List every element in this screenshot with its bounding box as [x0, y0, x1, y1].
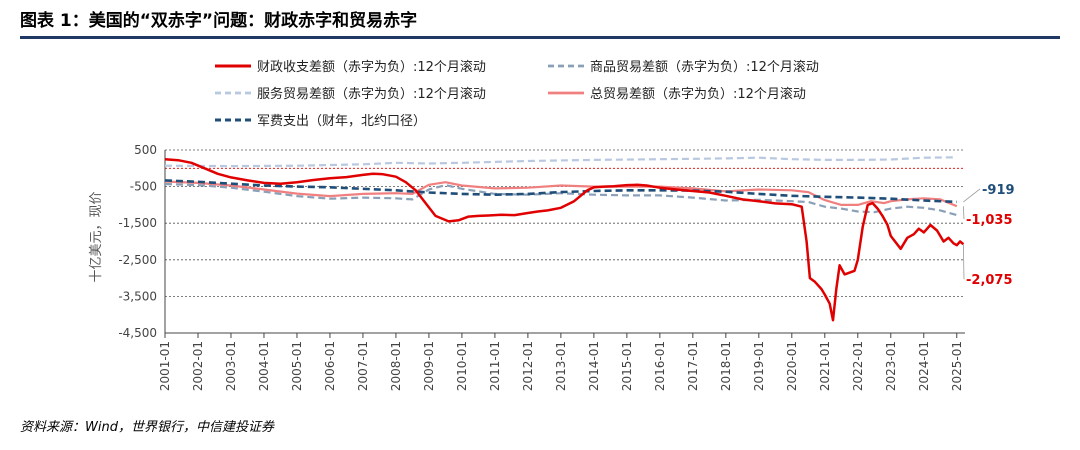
x-tick-label: 2015-01 — [620, 341, 634, 391]
x-tick-label: 2008-01 — [389, 341, 403, 391]
series-line — [164, 157, 965, 322]
x-tick-label: 2018-01 — [719, 341, 733, 391]
x-tick-label: 2017-01 — [686, 341, 700, 391]
y-tick-label: -2,500 — [118, 253, 157, 267]
y-tick-label: 500 — [134, 143, 157, 157]
legend-label: 商品贸易差额（赤字为负）:12个月滚动 — [590, 59, 819, 75]
x-tick-label: 2024-01 — [917, 341, 931, 391]
title-divider — [20, 36, 1060, 39]
gridlines — [165, 149, 965, 334]
x-tick-label: 2001-01 — [158, 341, 172, 391]
x-tick-label: 2013-01 — [554, 341, 568, 391]
chart-title: 图表 1：美国的“双赤字”问题：财政赤字和贸易赤字 — [20, 11, 418, 31]
x-tick-label: 2019-01 — [752, 341, 766, 391]
x-tick-label: 2021-01 — [818, 341, 832, 391]
x-tick-label: 2009-01 — [422, 341, 436, 391]
y-tick-label: -3,500 — [118, 289, 157, 303]
x-tick-label: 2003-01 — [224, 341, 238, 391]
series-line — [164, 182, 958, 217]
annotation-label: -1,035 — [966, 213, 1013, 228]
x-tick-label: 2011-01 — [488, 341, 502, 391]
x-axis: 2001-01 2002-01 2003-01 2004-01 2005-01 2006-… — [158, 332, 965, 391]
x-tick-label: 2006-01 — [323, 341, 337, 391]
x-tick-label: 2004-01 — [257, 341, 271, 391]
y-axis-label: 十亿美元，现价 — [89, 191, 104, 282]
annotation-label: -2,075 — [966, 273, 1013, 288]
legend: 财政收支差额（赤字为负）:12个月滚动 商品贸易差额（赤字为负）:12个月滚动服务… — [215, 59, 819, 129]
x-tick-label: 2020-01 — [785, 341, 799, 391]
x-tick-label: 2010-01 — [455, 341, 469, 391]
series-line — [164, 180, 958, 208]
annotation-label: -919 — [982, 183, 1015, 198]
x-tick-label: 2022-01 — [851, 341, 865, 391]
legend-label: 财政收支差额（赤字为负）:12个月滚动 — [257, 59, 486, 75]
x-tick-label: 2005-01 — [290, 341, 304, 391]
source-note: 资料来源：Wind，世界银行，中信建投证券 — [20, 420, 274, 435]
legend-label: 总贸易差额（赤字为负）:12个月滚动 — [590, 86, 806, 102]
y-axis: 500 -500 -1,500 -2,500 -3,500 -4,500 — [118, 143, 166, 340]
legend-label: 服务贸易差额（赤字为负）:12个月滚动 — [257, 86, 486, 102]
y-tick-label: -500 — [130, 180, 157, 194]
annotation-leader — [962, 244, 965, 280]
annotation-leader — [962, 206, 965, 220]
annotation-leader — [963, 188, 981, 203]
x-tick-label: 2002-01 — [191, 341, 205, 391]
series-line — [164, 179, 957, 204]
annotations: -919 -1,035 -2,075 — [962, 183, 1015, 288]
x-tick-label: 2014-01 — [587, 341, 601, 391]
series-line — [164, 156, 957, 168]
y-tick-label: -1,500 — [118, 216, 157, 230]
x-tick-label: 2025-01 — [950, 341, 964, 391]
x-tick-label: 2016-01 — [653, 341, 667, 391]
x-tick-label: 2007-01 — [356, 341, 370, 391]
chart: 财政收支差额（赤字为负）:12个月滚动 商品贸易差额（赤字为负）:12个月滚动服务… — [89, 59, 1015, 391]
legend-label: 军费支出（财年，北约口径） — [257, 114, 426, 129]
x-tick-label: 2023-01 — [884, 341, 898, 391]
plot-area — [164, 156, 965, 322]
x-tick-label: 2012-01 — [521, 341, 535, 391]
y-tick-label: -4,500 — [118, 326, 157, 340]
